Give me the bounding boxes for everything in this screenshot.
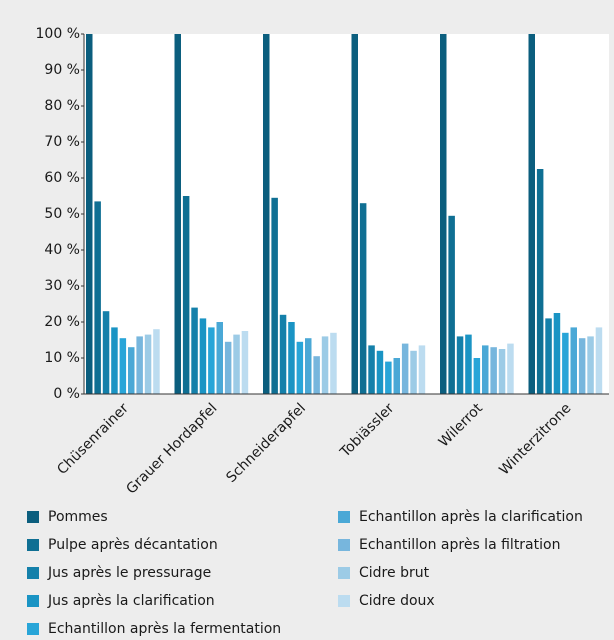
legend-label: Cidre brut: [359, 565, 430, 581]
legend-swatch: [27, 567, 39, 579]
bar: [507, 343, 514, 394]
bar: [153, 329, 160, 394]
bar: [490, 347, 497, 394]
bar: [191, 307, 198, 394]
bar: [86, 34, 93, 394]
bar: [465, 334, 472, 394]
bar: [321, 336, 329, 394]
y-tick-label: 90 %: [44, 62, 80, 78]
bar: [224, 341, 232, 394]
bar: [119, 338, 127, 394]
y-tick-label: 80 %: [44, 98, 80, 114]
bar: [359, 203, 367, 394]
bar: [288, 322, 295, 394]
bar: [296, 341, 304, 394]
legend-label: Pommes: [48, 509, 108, 525]
x-tick-label: Wilerrot: [436, 400, 487, 451]
bar: [587, 336, 594, 394]
bar: [182, 196, 190, 394]
legend-swatch: [338, 539, 350, 551]
bar: [144, 334, 152, 394]
bar: [94, 201, 101, 394]
y-tick-label: 0 %: [53, 386, 80, 402]
legend-label: Jus après le pressurage: [47, 565, 211, 581]
legend-label: Echantillon après la clarification: [359, 509, 583, 525]
y-tick-label: 100 %: [36, 26, 80, 42]
y-tick-label: 60 %: [44, 170, 80, 186]
bar: [376, 350, 384, 394]
legend-swatch: [27, 511, 39, 523]
bar: [330, 332, 337, 394]
bar: [271, 197, 278, 394]
bar: [199, 318, 207, 394]
bar: [440, 34, 447, 394]
x-tick-label: Winterzitrone: [496, 400, 574, 478]
y-tick-label: 10 %: [44, 350, 80, 366]
y-tick-label: 50 %: [44, 206, 80, 222]
bar: [263, 34, 270, 394]
bar: [305, 338, 312, 394]
plot-area: [84, 34, 609, 394]
bar: [401, 343, 409, 394]
bar: [208, 327, 215, 394]
y-tick-label: 30 %: [44, 278, 80, 294]
bar: [595, 327, 603, 394]
bar: [174, 34, 181, 394]
x-tick-label: Grauer Hordapfel: [123, 400, 220, 497]
bar: [279, 314, 287, 394]
bar: [241, 331, 249, 394]
y-tick-label: 40 %: [44, 242, 80, 258]
bar: [473, 358, 481, 394]
x-tick-label: Tobiässler: [337, 400, 398, 461]
bar: [498, 349, 506, 394]
legend-label: Pulpe après décantation: [48, 537, 218, 553]
legend-swatch: [27, 623, 39, 635]
bar: [351, 34, 358, 394]
legend-label: Echantillon après la fermentation: [48, 621, 281, 637]
bar: [385, 361, 392, 394]
bar: [418, 345, 426, 394]
legend-swatch: [27, 539, 39, 551]
bar: [536, 169, 544, 394]
bar: [128, 347, 135, 394]
bar: [456, 336, 464, 394]
bar: [545, 318, 552, 394]
bar: [233, 334, 240, 394]
legend-swatch: [338, 595, 350, 607]
bar: [313, 356, 320, 394]
bar: [448, 215, 455, 394]
bar: [553, 313, 561, 394]
bar: [562, 332, 569, 394]
bar: [578, 338, 586, 394]
bar: [102, 311, 110, 394]
bar: [216, 322, 223, 394]
legend-swatch: [27, 595, 39, 607]
bar: [528, 34, 535, 394]
legend-label: Echantillon après la filtration: [359, 537, 560, 553]
legend-swatch: [338, 511, 350, 523]
bar: [111, 327, 118, 394]
bar: [136, 336, 143, 394]
legend-swatch: [338, 567, 350, 579]
bar: [570, 327, 577, 394]
legend-label: Jus après la clarification: [47, 593, 215, 609]
y-tick-label: 70 %: [44, 134, 80, 150]
x-tick-label: Schneiderapfel: [223, 400, 309, 486]
y-tick-label: 20 %: [44, 314, 80, 330]
x-tick-label: Chüsenrainer: [54, 400, 132, 478]
legend-label: Cidre doux: [359, 593, 435, 609]
bar: [368, 345, 375, 394]
bar: [410, 350, 417, 394]
bar: [393, 358, 400, 394]
bar: [482, 345, 489, 394]
